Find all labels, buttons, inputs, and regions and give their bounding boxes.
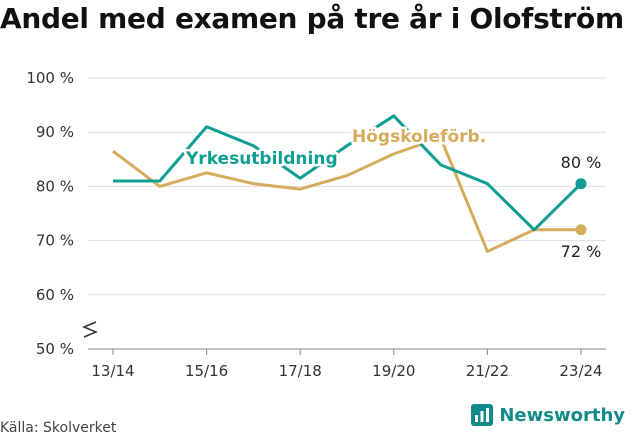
end-value-label: 80 % <box>561 153 602 172</box>
brand-logo: Newsworthy <box>471 404 625 426</box>
axis-break-icon <box>82 321 98 338</box>
x-axis-ticks: 13/14 15/16 17/18 19/20 21/22 23/24 <box>91 349 603 380</box>
series-line <box>113 114 583 232</box>
y-tick-label: 60 % <box>36 286 74 304</box>
y-tick-label: 70 % <box>36 232 74 250</box>
bar-chart-icon <box>471 404 494 426</box>
end-value-label: 72 % <box>561 242 602 261</box>
series-label: Högskoleförb. <box>352 127 486 147</box>
x-tick-label: 23/24 <box>559 362 602 380</box>
x-tick-label: 17/18 <box>279 362 322 380</box>
chart-title: Andel med examen på tre år i Olofström <box>0 2 624 35</box>
end-point <box>575 224 587 236</box>
gridlines <box>82 77 606 350</box>
x-tick-label: 19/20 <box>372 362 415 380</box>
source-note: Källa: Skolverket <box>0 420 117 436</box>
series-label: Yrkesutbildning <box>185 149 338 169</box>
x-tick-label: 15/16 <box>185 362 228 380</box>
x-tick-label: 13/14 <box>91 362 134 380</box>
end-point <box>575 178 587 190</box>
y-tick-label: 50 % <box>36 340 74 358</box>
brand-name: Newsworthy <box>499 404 625 426</box>
series-labels: Yrkesutbildning Högskoleförb. 80 % 72 % <box>183 125 602 262</box>
series-line <box>112 136 581 253</box>
y-axis-ticks: 50 % 60 % 70 % 80 % 90 % 100 % <box>26 69 74 358</box>
y-tick-label: 100 % <box>26 69 74 87</box>
y-tick-label: 80 % <box>36 177 74 195</box>
series-lines <box>112 114 587 253</box>
y-tick-label: 90 % <box>36 123 74 141</box>
x-tick-label: 21/22 <box>466 362 509 380</box>
